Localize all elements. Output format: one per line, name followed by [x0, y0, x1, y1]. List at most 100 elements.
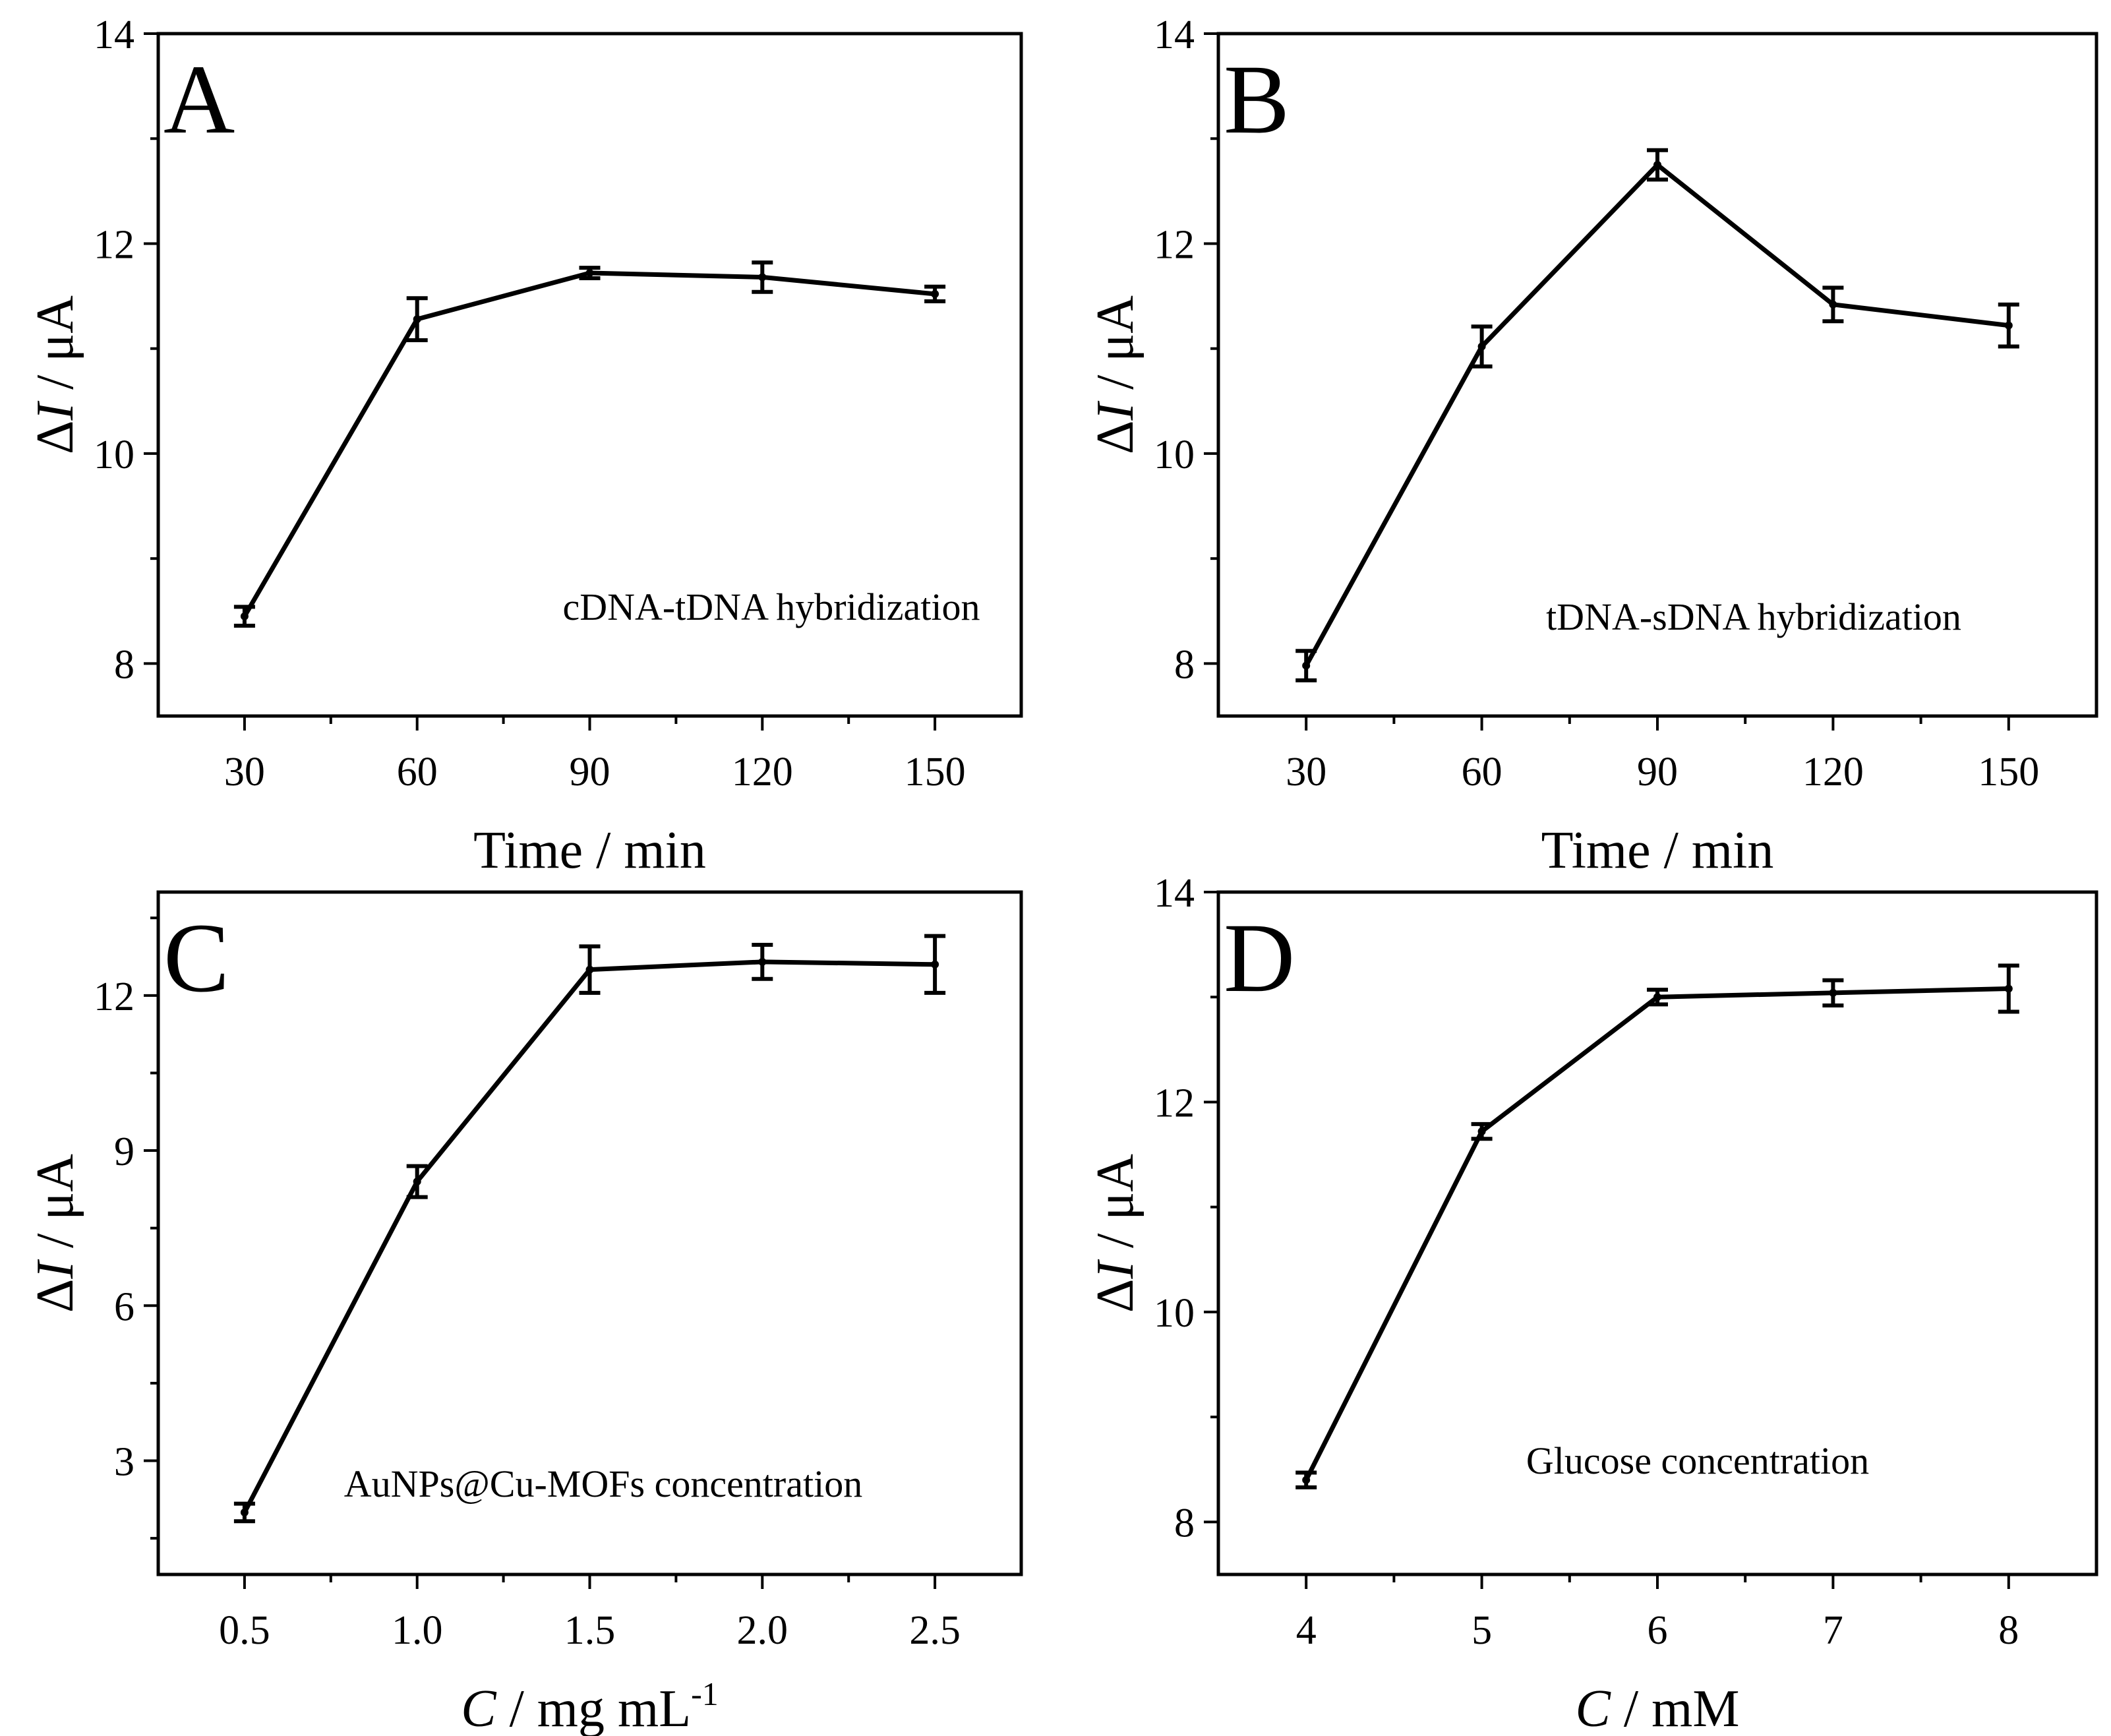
y-tick-label: 8	[1174, 1501, 1195, 1545]
error-bar	[924, 284, 946, 304]
series-line	[242, 959, 936, 1514]
y-tick-label: 12	[94, 222, 134, 267]
data-point	[1477, 342, 1486, 351]
series-line	[242, 270, 936, 618]
y-tick-label: 12	[1154, 1081, 1195, 1125]
y-axis-label-unit: / μA	[26, 1154, 84, 1261]
panel-letter: B	[1224, 45, 1290, 154]
x-axis-label: Time / min	[473, 822, 706, 880]
x-tick-label: 8	[1998, 1608, 2019, 1653]
error-bar	[924, 934, 946, 995]
x-tick-label: 4	[1296, 1608, 1317, 1653]
error-bar	[1471, 1122, 1493, 1141]
x-tick-label: 5	[1472, 1608, 1492, 1653]
data-point	[585, 965, 594, 974]
y-axis-label: ΔI / μA	[1086, 1154, 1145, 1313]
x-tick-label: 7	[1823, 1608, 1843, 1653]
y-axis-label-var: I	[1086, 1259, 1145, 1280]
data-point	[758, 273, 767, 282]
panel-c: 0.5 1.0 1.5 2.0 2.5 3 6 9 12 C AuNPs@Cu-MOFs conce…	[26, 890, 1023, 1736]
error-bar	[1295, 1470, 1317, 1489]
x-axis-label-sup: -1	[691, 1675, 719, 1712]
x-tick-label: 60	[397, 750, 438, 794]
y-axis-label-delta: Δ	[1086, 1279, 1145, 1313]
x-axis-label-var: C	[1576, 1680, 1612, 1736]
x-tick-label: 1.5	[564, 1608, 616, 1653]
y-tick-label: 12	[94, 974, 134, 1019]
panel-annotation: AuNPs@Cu-MOFs concentration	[344, 1462, 862, 1505]
y-axis-label-var: I	[26, 401, 84, 421]
error-bar	[752, 260, 773, 294]
panel-letter: D	[1224, 903, 1295, 1013]
error-bar	[579, 944, 601, 995]
y-tick-label: 8	[1174, 642, 1195, 687]
y-tick-label: 8	[114, 642, 134, 687]
y-tick-label: 10	[1154, 433, 1195, 477]
error-bar	[1998, 963, 2019, 1014]
x-axis-label: C / mM	[1576, 1680, 1740, 1736]
series-line	[1304, 162, 2009, 667]
x-tick-label: 1.0	[392, 1608, 443, 1653]
y-tick-label: 14	[1154, 13, 1195, 57]
x-axis-label-unit: / mM	[1611, 1680, 1740, 1736]
error-bar	[1998, 302, 2019, 349]
panel-letter: A	[164, 45, 235, 154]
x-tick-label: 2.5	[909, 1608, 961, 1653]
data-point	[413, 315, 421, 324]
y-axis-label: ΔI / μA	[1086, 295, 1145, 454]
y-axis-label: ΔI / μA	[26, 295, 84, 454]
y-tick-label: 9	[114, 1129, 134, 1174]
data-point	[240, 1508, 249, 1516]
error-bar	[579, 266, 601, 281]
error-bar	[1295, 649, 1317, 682]
y-axis-label-unit: / μA	[26, 295, 84, 403]
panel-letter: C	[164, 903, 229, 1013]
x-tick-label: 6	[1648, 1608, 1668, 1653]
x-tick-label: 120	[732, 750, 793, 794]
error-bar	[1822, 285, 1844, 324]
data-point	[1829, 988, 1837, 997]
error-bar	[752, 942, 773, 981]
data-point	[2004, 321, 2013, 330]
y-axis-label-var: I	[1086, 401, 1145, 421]
y-axis-label-delta: Δ	[1086, 421, 1145, 454]
data-point	[931, 289, 939, 298]
y-axis-label-delta: Δ	[26, 1279, 84, 1313]
series-line	[1304, 986, 2009, 1482]
y-tick-label: 10	[1154, 1291, 1195, 1336]
x-tick-label: 30	[1286, 750, 1326, 794]
x-tick-label: 120	[1802, 750, 1864, 794]
data-point	[758, 957, 767, 966]
y-axis-label-var: I	[26, 1259, 84, 1280]
data-point	[413, 1178, 421, 1186]
data-point	[1829, 300, 1837, 309]
y-axis-label-unit: / μA	[1086, 295, 1145, 403]
data-point	[240, 612, 249, 620]
x-tick-label: 90	[570, 750, 610, 794]
x-tick-label: 2.0	[737, 1608, 788, 1653]
data-point	[1653, 993, 1661, 1002]
x-tick-label: 150	[1978, 750, 2039, 794]
y-tick-label: 3	[114, 1440, 134, 1485]
panel-d: 4 5 6 7 8 8 10 12 14 D Glucose concentration C / mM…	[1086, 871, 2098, 1736]
error-bar	[406, 1164, 428, 1199]
y-tick-label: 6	[114, 1284, 134, 1329]
data-point	[931, 960, 939, 969]
x-axis-label-unit: / mg mL	[496, 1680, 692, 1736]
panel-annotation: cDNA-tDNA hybridization	[562, 585, 980, 628]
x-axis-label: C / mg mL-1	[461, 1675, 719, 1736]
error-bar	[233, 605, 255, 628]
y-axis-label-delta: Δ	[26, 421, 84, 454]
y-axis-label: ΔI / μA	[26, 1154, 84, 1313]
data-point	[585, 269, 594, 278]
x-tick-label: 60	[1462, 750, 1502, 794]
data-point	[1653, 161, 1661, 169]
error-bar	[1647, 988, 1668, 1007]
x-axis-label: Time / min	[1541, 822, 1774, 880]
data-point	[1302, 661, 1311, 670]
y-tick-label: 12	[1154, 222, 1195, 267]
panel-annotation: tDNA-sDNA hybridization	[1546, 595, 1961, 638]
